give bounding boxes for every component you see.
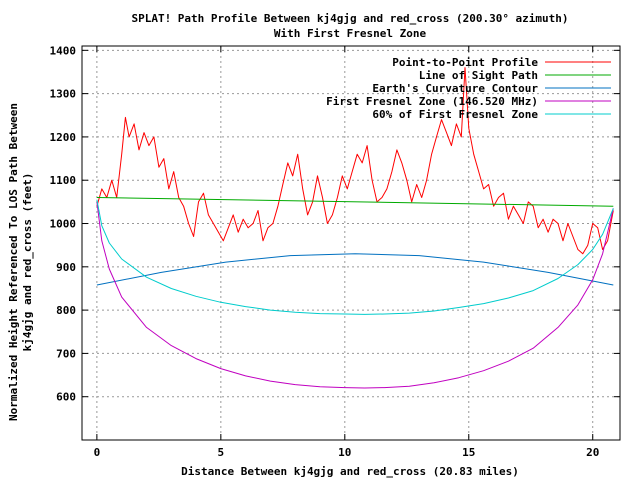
series-lines <box>96 67 614 389</box>
y-tick-label: 1300 <box>50 88 77 101</box>
y-tick-label: 1200 <box>50 131 77 144</box>
y-axis-label-line2: kj4gjg and red_cross (feet) <box>21 173 34 352</box>
legend-label-line-of-sight-path: Line of Sight Path <box>419 69 538 82</box>
y-tick-label: 1400 <box>50 44 77 57</box>
legend-label-first-fresnel-zone-146-520-mhz: First Fresnel Zone (146.520 MHz) <box>326 95 538 108</box>
series-line-point-to-point-profile <box>96 67 614 255</box>
y-tick-label: 1000 <box>50 218 77 231</box>
x-axis-label: Distance Between kj4gjg and red_cross (2… <box>181 465 519 478</box>
legend-label-point-to-point-profile: Point-to-Point Profile <box>392 56 538 69</box>
series-line-line-of-sight-path <box>96 197 614 207</box>
chart-title: SPLAT! Path Profile Between kj4gjg and r… <box>131 12 568 25</box>
y-tick-label: 600 <box>56 391 76 404</box>
series-line-earth-s-curvature-contour <box>96 253 614 286</box>
x-tick-label: 0 <box>94 446 101 459</box>
y-tick-label: 700 <box>56 347 76 360</box>
x-tick-label: 10 <box>338 446 351 459</box>
x-tick-label: 5 <box>218 446 225 459</box>
grid <box>82 46 620 440</box>
x-tick-label: 15 <box>462 446 475 459</box>
legend-label-earth-s-curvature-contour: Earth's Curvature Contour <box>372 82 538 95</box>
series-line-60-of-first-fresnel-zone <box>96 199 614 315</box>
chart-subtitle: With First Fresnel Zone <box>274 27 427 40</box>
y-tick-label: 900 <box>56 261 76 274</box>
plot-frame <box>81 45 621 441</box>
axis-ticks: 0 5 10 15 20 600 700 800 900 1000 1100 1200 1300 1400 <box>50 44 620 459</box>
x-tick-label: 20 <box>586 446 599 459</box>
y-tick-label: 1100 <box>50 174 77 187</box>
y-tick-label: 800 <box>56 304 76 317</box>
y-axis-label-line1: Normalized Height Referenced To LOS Path… <box>7 103 20 421</box>
series-line-first-fresnel-zone-146-520-mhz <box>96 201 614 389</box>
legend-label-60-of-first-fresnel-zone: 60% of First Fresnel Zone <box>372 108 538 121</box>
